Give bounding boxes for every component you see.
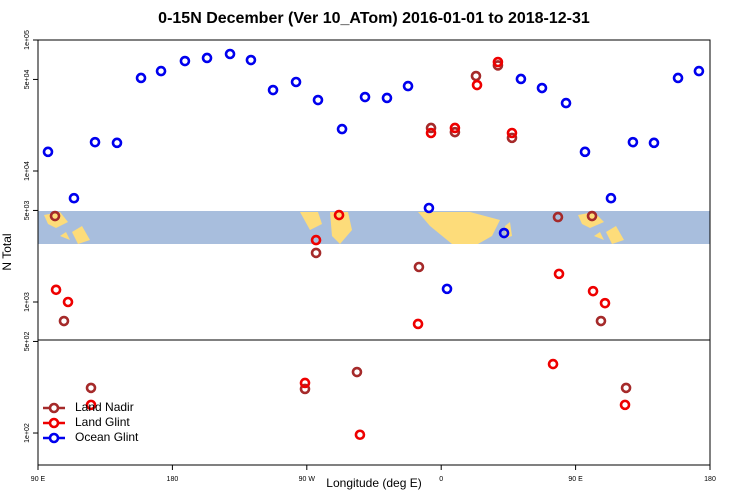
x-tick-label: 90 E xyxy=(31,476,46,483)
point xyxy=(312,94,324,106)
point xyxy=(85,382,97,394)
point xyxy=(49,210,61,222)
x-axis-label: Longitude (deg E) xyxy=(326,476,421,490)
chart-title: 0-15N December (Ver 10_ATom) 2016-01-01 … xyxy=(158,10,590,27)
point xyxy=(619,399,631,411)
point xyxy=(354,429,366,441)
point xyxy=(648,137,660,149)
point xyxy=(605,192,617,204)
point xyxy=(672,72,684,84)
x-tick-label: 90 E xyxy=(568,476,583,483)
point xyxy=(506,132,518,144)
point xyxy=(595,315,607,327)
point xyxy=(89,136,101,148)
point xyxy=(560,97,572,109)
map-strip xyxy=(38,211,710,244)
x-tick-label: 180 xyxy=(167,476,179,483)
point xyxy=(290,76,302,88)
point xyxy=(381,92,393,104)
point xyxy=(498,227,510,239)
point xyxy=(441,283,453,295)
x-tick-label: 0 xyxy=(439,476,443,483)
point xyxy=(135,72,147,84)
y-tick-label: 1e+02 xyxy=(24,423,31,443)
point xyxy=(299,377,311,389)
y-tick-label: 1e+03 xyxy=(24,292,31,312)
point xyxy=(155,65,167,77)
point xyxy=(359,91,371,103)
legend-label: Ocean Glint xyxy=(75,430,139,444)
point xyxy=(68,192,80,204)
point xyxy=(111,137,123,149)
x-tick-label: 90 W xyxy=(299,476,316,483)
point xyxy=(425,122,437,134)
point xyxy=(587,285,599,297)
point xyxy=(693,65,705,77)
point xyxy=(310,247,322,259)
y-tick-label: 5e+02 xyxy=(24,332,31,352)
y-axis-label: N Total xyxy=(0,233,14,270)
point xyxy=(224,48,236,60)
point xyxy=(425,127,437,139)
point xyxy=(536,82,548,94)
y-tick-label: 1e+05 xyxy=(24,30,31,50)
point xyxy=(553,268,565,280)
y-tick-label: 5e+03 xyxy=(24,201,31,221)
point xyxy=(506,127,518,139)
point xyxy=(336,123,348,135)
point xyxy=(245,54,257,66)
point xyxy=(471,79,483,91)
legend-label: Land Glint xyxy=(75,415,130,429)
point xyxy=(586,210,598,222)
point xyxy=(62,296,74,308)
point xyxy=(627,136,639,148)
point xyxy=(547,358,559,370)
y-tick-label: 5e+04 xyxy=(24,70,31,90)
point xyxy=(449,122,461,134)
point xyxy=(58,315,70,327)
point xyxy=(579,146,591,158)
point xyxy=(552,211,564,223)
point xyxy=(179,55,191,67)
point xyxy=(351,366,363,378)
legend-marker xyxy=(48,402,60,414)
point xyxy=(85,399,97,411)
point xyxy=(299,383,311,395)
point xyxy=(402,80,414,92)
point xyxy=(620,382,632,394)
plot-frame xyxy=(37,39,711,466)
point xyxy=(413,261,425,273)
point xyxy=(515,73,527,85)
x-tick-label: 180 xyxy=(704,476,716,483)
point xyxy=(201,52,213,64)
legend-marker xyxy=(48,417,60,429)
point xyxy=(599,297,611,309)
point xyxy=(267,84,279,96)
y-tick-label: 1e+04 xyxy=(24,161,31,181)
point xyxy=(449,126,461,138)
point xyxy=(310,234,322,246)
point xyxy=(412,318,424,330)
point xyxy=(470,70,482,82)
point xyxy=(492,56,504,68)
point xyxy=(42,146,54,158)
legend-label: Land Nadir xyxy=(75,400,134,414)
legend-marker xyxy=(48,432,60,444)
point xyxy=(423,202,435,214)
point xyxy=(50,284,62,296)
point xyxy=(333,209,345,221)
